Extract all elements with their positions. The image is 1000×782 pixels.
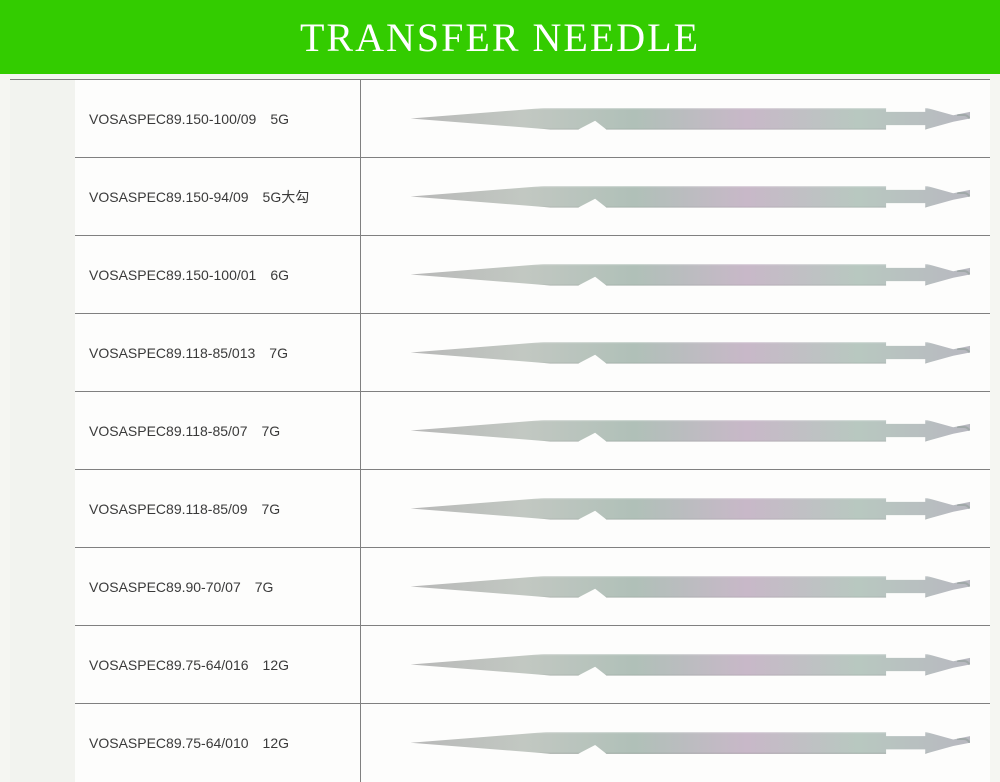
row-spacer [10,392,75,470]
part-number: VOSASPEC89.118-85/09 [89,501,248,517]
needle-icon [411,108,971,130]
part-label-cell: VOSASPEC89.150-100/01 6G [75,236,360,314]
table-row: VOSASPEC89.75-64/010 12G [10,704,990,782]
row-spacer [10,470,75,548]
page-title-banner: TRANSFER NEEDLE [0,0,1000,74]
table-row: VOSASPEC89.118-85/013 7G [10,314,990,392]
needle-image-cell [360,470,990,548]
part-number: VOSASPEC89.75-64/010 [89,735,249,751]
needle-icon [411,264,971,286]
part-label-cell: VOSASPEC89.150-94/09 5G大勾 [75,158,360,236]
needle-image-cell [360,236,990,314]
table-row: VOSASPEC89.118-85/09 7G [10,470,990,548]
table-row: VOSASPEC89.75-64/016 12G [10,626,990,704]
table-row: VOSASPEC89.150-94/09 5G大勾 [10,158,990,236]
gauge-label: 12G [263,657,289,673]
row-spacer [10,80,75,158]
row-spacer [10,314,75,392]
part-label-cell: VOSASPEC89.75-64/010 12G [75,704,360,782]
part-number: VOSASPEC89.150-94/09 [89,189,249,205]
row-spacer [10,236,75,314]
needle-table-container: VOSASPEC89.150-100/09 5G VOSASPEC89.150-94… [0,74,1000,777]
part-label-cell: VOSASPEC89.90-70/07 7G [75,548,360,626]
part-label-cell: VOSASPEC89.118-85/013 7G [75,314,360,392]
needle-image-cell [360,548,990,626]
needle-image-cell [360,80,990,158]
needle-icon [411,342,971,364]
part-number: VOSASPEC89.75-64/016 [89,657,249,673]
table-row: VOSASPEC89.90-70/07 7G [10,548,990,626]
needle-image-cell [360,704,990,782]
gauge-label: 12G [263,735,289,751]
gauge-label: 6G [270,267,289,283]
gauge-label: 7G [269,345,288,361]
needle-image-cell [360,314,990,392]
needle-icon [411,420,971,442]
needle-icon [411,498,971,520]
part-number: VOSASPEC89.118-85/013 [89,345,255,361]
part-label-cell: VOSASPEC89.118-85/09 7G [75,470,360,548]
row-spacer [10,158,75,236]
row-spacer [10,626,75,704]
part-number: VOSASPEC89.118-85/07 [89,423,248,439]
part-number: VOSASPEC89.150-100/09 [89,111,256,127]
row-spacer [10,548,75,626]
gauge-label: 7G [262,423,281,439]
needle-image-cell [360,158,990,236]
needle-table: VOSASPEC89.150-100/09 5G VOSASPEC89.150-94… [10,79,990,782]
page-title: TRANSFER NEEDLE [300,14,700,61]
needle-icon [411,576,971,598]
gauge-label: 7G [255,579,274,595]
needle-icon [411,654,971,676]
needle-icon [411,186,971,208]
part-number: VOSASPEC89.90-70/07 [89,579,241,595]
part-number: VOSASPEC89.150-100/01 [89,267,256,283]
gauge-label: 5G大勾 [263,189,310,205]
row-spacer [10,704,75,782]
table-row: VOSASPEC89.118-85/07 7G [10,392,990,470]
part-label-cell: VOSASPEC89.75-64/016 12G [75,626,360,704]
table-row: VOSASPEC89.150-100/09 5G [10,80,990,158]
part-label-cell: VOSASPEC89.150-100/09 5G [75,80,360,158]
needle-icon [411,732,971,754]
needle-image-cell [360,626,990,704]
needle-image-cell [360,392,990,470]
gauge-label: 7G [262,501,281,517]
table-row: VOSASPEC89.150-100/01 6G [10,236,990,314]
part-label-cell: VOSASPEC89.118-85/07 7G [75,392,360,470]
gauge-label: 5G [270,111,289,127]
